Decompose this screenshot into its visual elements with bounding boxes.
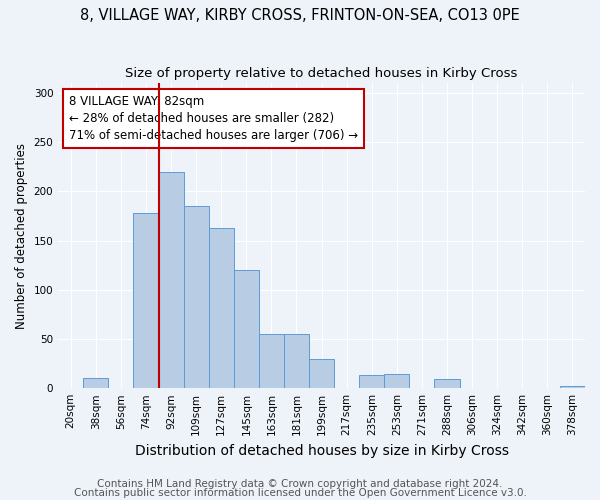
Bar [209,228,234,388]
Text: Contains public sector information licensed under the Open Government Licence v3: Contains public sector information licen… [74,488,526,498]
Text: Contains HM Land Registry data © Crown copyright and database right 2024.: Contains HM Land Registry data © Crown c… [97,479,503,489]
Bar [234,270,259,388]
X-axis label: Distribution of detached houses by size in Kirby Cross: Distribution of detached houses by size … [134,444,509,458]
Bar [385,374,409,388]
Bar [309,358,334,388]
Title: Size of property relative to detached houses in Kirby Cross: Size of property relative to detached ho… [125,68,518,80]
Bar [560,386,585,388]
Bar [158,172,184,388]
Bar [259,334,284,388]
Bar [184,206,209,388]
Bar [284,334,309,388]
Y-axis label: Number of detached properties: Number of detached properties [15,142,28,328]
Bar [434,380,460,388]
Text: 8, VILLAGE WAY, KIRBY CROSS, FRINTON-ON-SEA, CO13 0PE: 8, VILLAGE WAY, KIRBY CROSS, FRINTON-ON-… [80,8,520,22]
Text: 8 VILLAGE WAY: 82sqm
← 28% of detached houses are smaller (282)
71% of semi-deta: 8 VILLAGE WAY: 82sqm ← 28% of detached h… [69,96,358,142]
Bar [83,378,109,388]
Bar [133,213,158,388]
Bar [359,376,385,388]
